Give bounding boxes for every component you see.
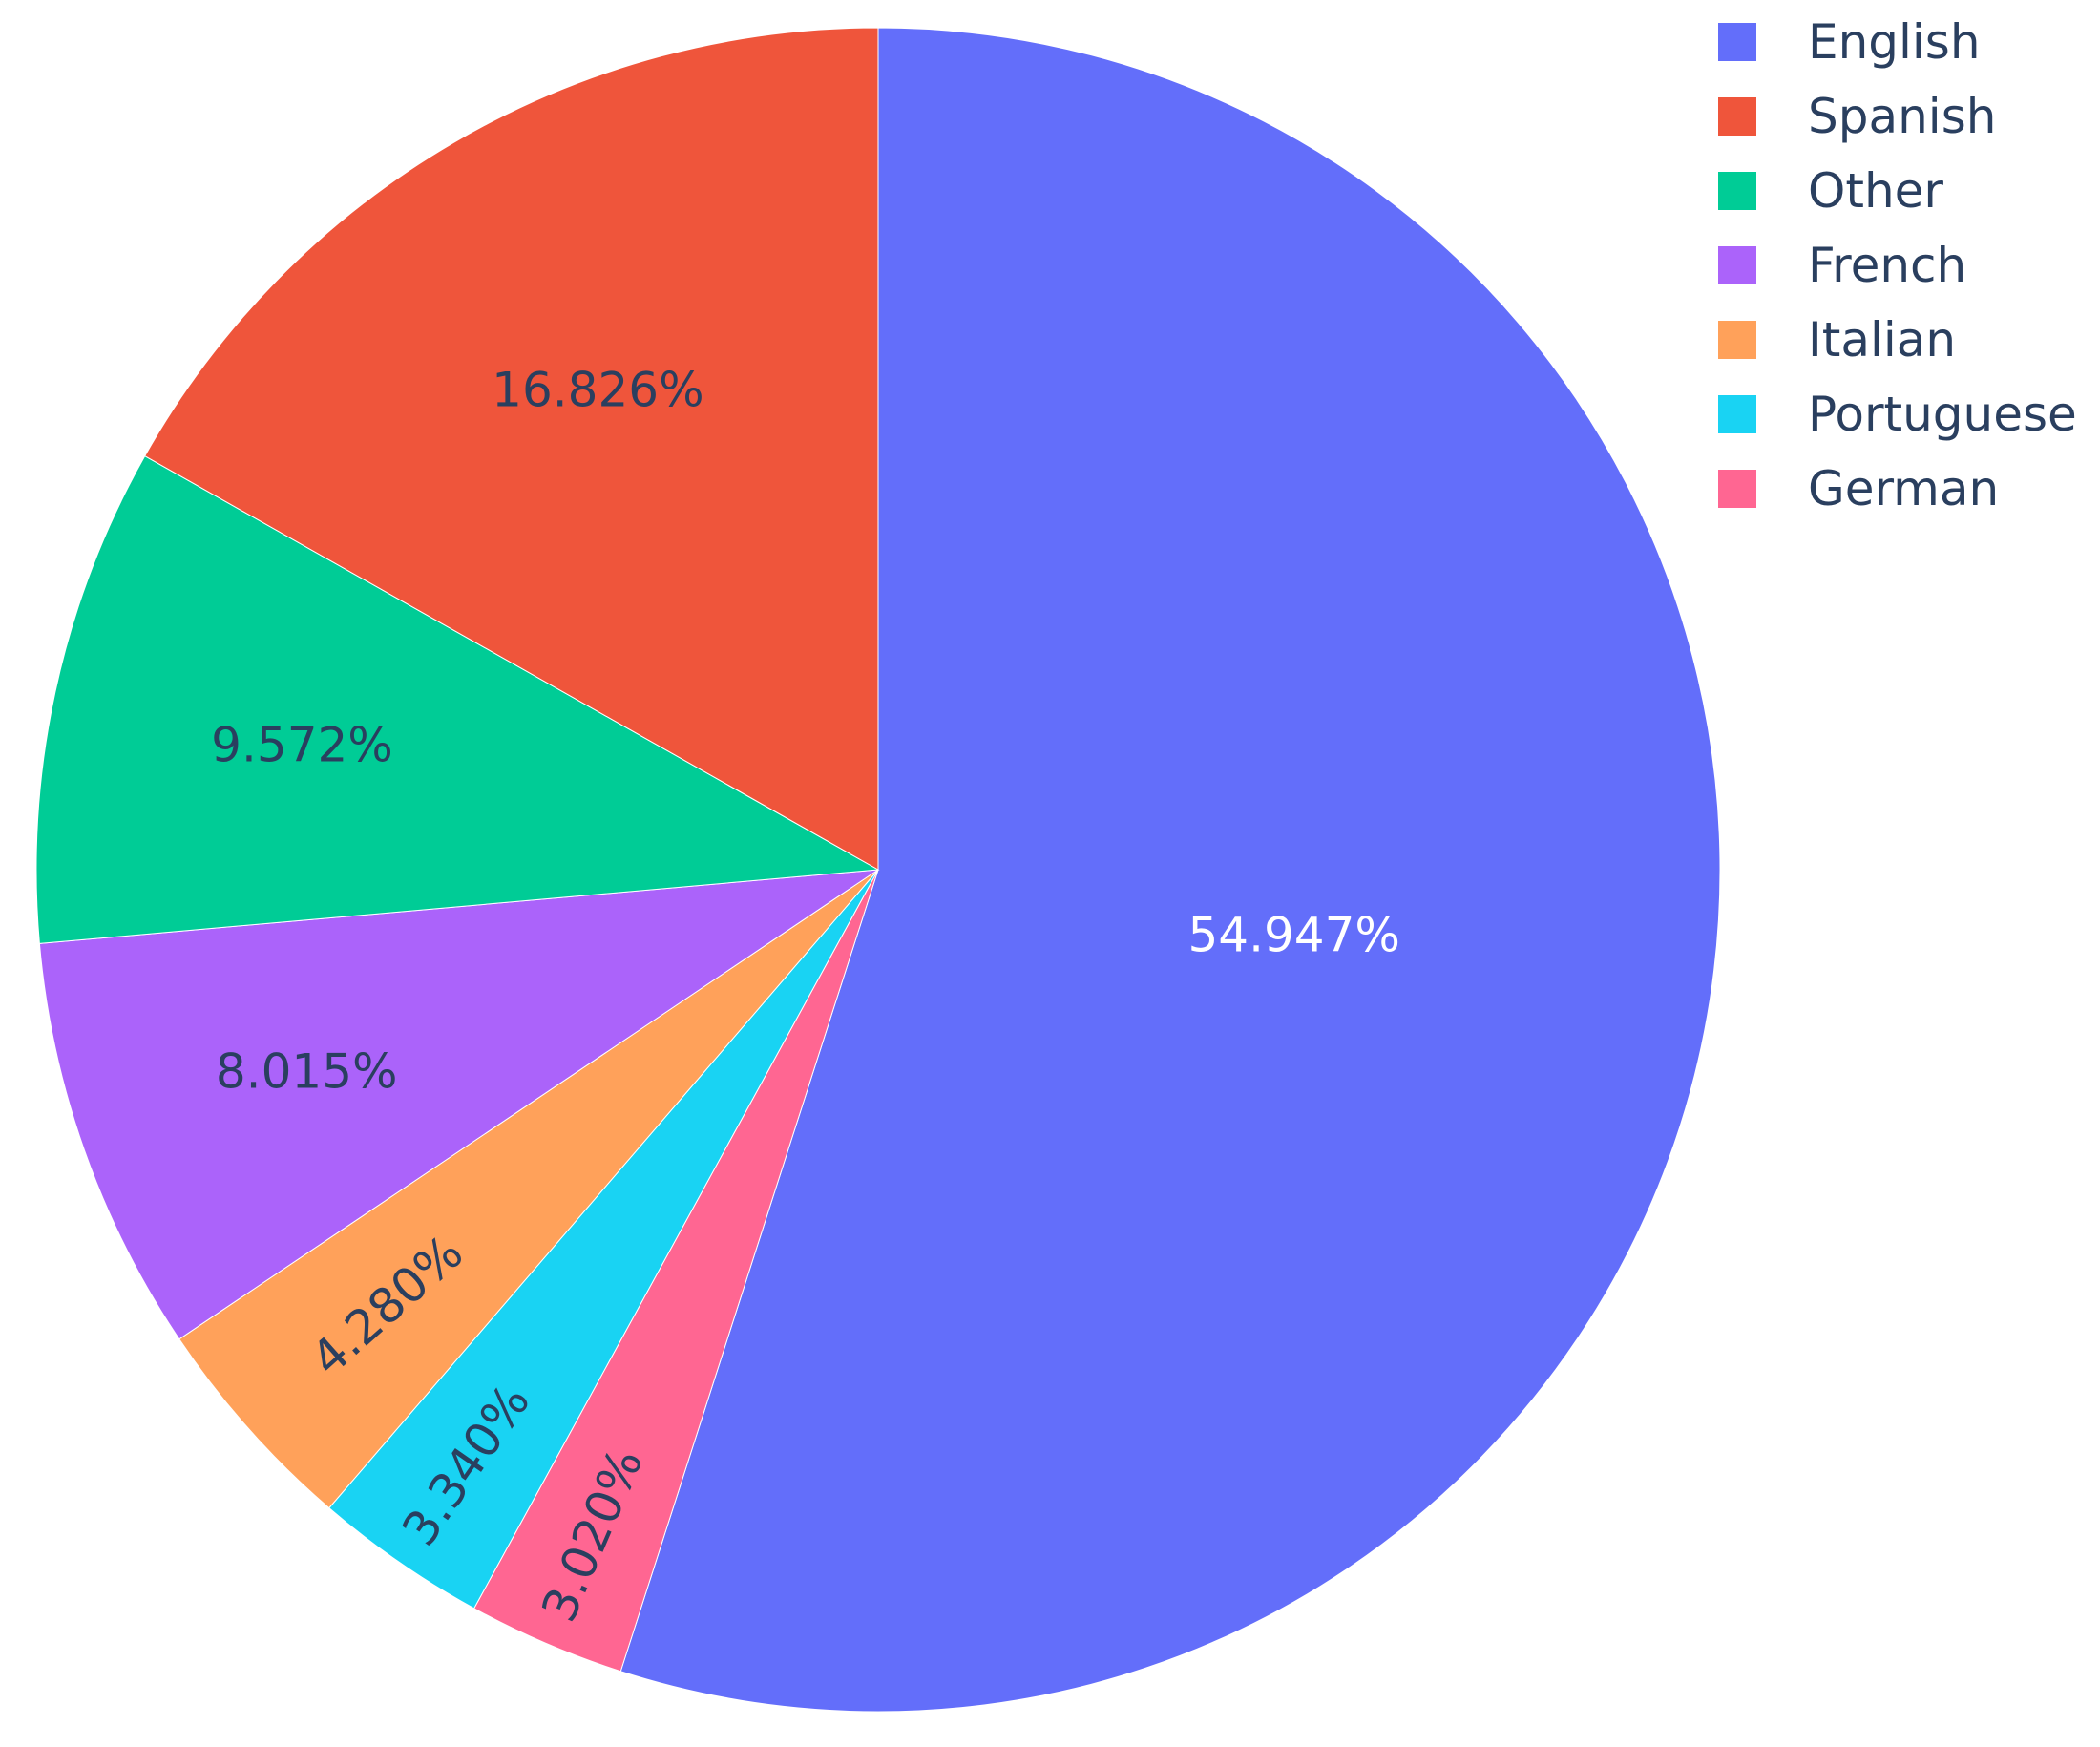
legend-label-italian: Italian	[1808, 312, 1956, 368]
legend-item-other[interactable]: Other	[1718, 163, 1943, 219]
legend-swatch-other	[1718, 172, 1756, 210]
legend-label-french: French	[1808, 238, 1966, 293]
legend-label-spanish: Spanish	[1808, 89, 1996, 144]
legend-item-french[interactable]: French	[1718, 238, 1966, 293]
legend-swatch-italian	[1718, 321, 1756, 359]
legend-label-portuguese: Portuguese	[1808, 387, 2077, 442]
legend-swatch-french	[1718, 246, 1756, 284]
legend-item-german[interactable]: German	[1718, 461, 1999, 516]
legend-label-english: English	[1808, 14, 1981, 70]
legend-label-german: German	[1808, 461, 1999, 516]
legend-swatch-portuguese	[1718, 395, 1756, 433]
legend-item-spanish[interactable]: Spanish	[1718, 89, 1996, 144]
slice-label-spanish: 16.826%	[492, 362, 704, 417]
slice-label-english: 54.947%	[1187, 907, 1399, 962]
pie-slice-english	[620, 27, 1721, 1713]
legend-swatch-spanish	[1718, 97, 1756, 136]
legend-item-italian[interactable]: Italian	[1718, 312, 1956, 368]
legend-label-other: Other	[1808, 163, 1943, 219]
slice-label-french: 8.015%	[216, 1044, 398, 1100]
pie-slices	[35, 27, 1721, 1713]
slice-label-other: 9.572%	[211, 718, 393, 773]
legend-swatch-english	[1718, 23, 1756, 61]
pie-slice-other	[35, 454, 880, 944]
pie-slice-french	[38, 869, 879, 1340]
legend-item-english[interactable]: English	[1718, 14, 1981, 70]
legend-swatch-german	[1718, 470, 1756, 508]
legend: English Spanish Other French Italian Portugue…	[1718, 14, 2077, 516]
pie-slice-spanish	[144, 27, 879, 871]
legend-item-portuguese[interactable]: Portuguese	[1718, 387, 2077, 442]
pie-slice-italian	[178, 869, 879, 1509]
